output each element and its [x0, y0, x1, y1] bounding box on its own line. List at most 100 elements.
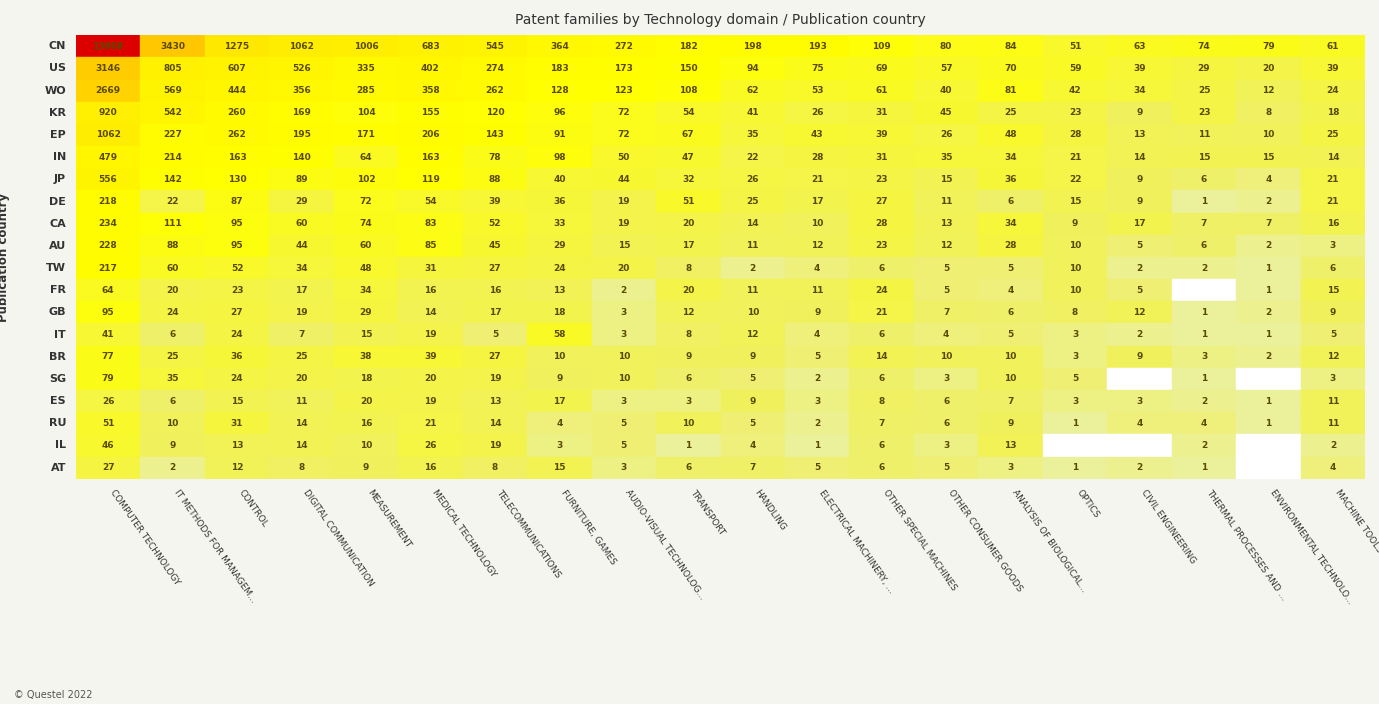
Text: 5: 5 — [943, 286, 949, 295]
Text: 4: 4 — [943, 330, 949, 339]
Text: 20: 20 — [1262, 64, 1274, 73]
Text: 52: 52 — [488, 219, 501, 228]
Bar — [1107, 35, 1172, 57]
Bar — [849, 367, 914, 390]
Bar — [1300, 57, 1365, 80]
Text: 43: 43 — [811, 130, 823, 139]
Bar — [269, 235, 334, 257]
Bar — [914, 346, 979, 367]
Bar — [849, 101, 914, 124]
Text: 1: 1 — [1201, 463, 1207, 472]
Bar — [592, 413, 656, 434]
Bar — [269, 324, 334, 346]
Bar — [1043, 124, 1107, 146]
Bar — [721, 190, 785, 213]
Text: 526: 526 — [292, 64, 310, 73]
Text: 171: 171 — [357, 130, 375, 139]
Text: 29: 29 — [360, 308, 372, 317]
Text: 20: 20 — [618, 263, 630, 272]
Text: 8: 8 — [1266, 108, 1271, 118]
Bar — [269, 257, 334, 279]
Bar — [141, 124, 204, 146]
Text: 81: 81 — [1004, 86, 1016, 95]
Text: 6: 6 — [1008, 308, 1014, 317]
Text: 11: 11 — [295, 396, 308, 406]
Text: 14: 14 — [1134, 153, 1146, 162]
Text: 3: 3 — [1329, 241, 1336, 251]
Bar — [785, 190, 849, 213]
Bar — [656, 213, 721, 235]
Text: 15: 15 — [1262, 153, 1274, 162]
Text: 54: 54 — [425, 197, 437, 206]
Text: 10: 10 — [1069, 286, 1081, 295]
Bar — [399, 346, 463, 367]
Bar — [1237, 235, 1300, 257]
Bar — [1107, 168, 1172, 190]
Bar — [1043, 456, 1107, 479]
Bar — [527, 279, 592, 301]
Text: 15: 15 — [1069, 197, 1081, 206]
Text: 39: 39 — [488, 197, 501, 206]
Bar — [1237, 456, 1300, 479]
Text: 41: 41 — [746, 108, 758, 118]
Bar — [1107, 57, 1172, 80]
Bar — [592, 257, 656, 279]
Bar — [1172, 456, 1236, 479]
Bar — [1237, 257, 1300, 279]
Text: 2: 2 — [750, 263, 756, 272]
Text: 4: 4 — [750, 441, 756, 450]
Text: 2: 2 — [170, 463, 175, 472]
Text: 9: 9 — [1136, 197, 1143, 206]
Bar — [721, 213, 785, 235]
Bar — [1107, 257, 1172, 279]
Text: 11: 11 — [746, 241, 758, 251]
Text: 21: 21 — [1327, 175, 1339, 184]
Text: 2: 2 — [1266, 241, 1271, 251]
Text: 182: 182 — [678, 42, 698, 51]
Text: 60: 60 — [360, 241, 372, 251]
Text: 10: 10 — [360, 441, 372, 450]
Text: 444: 444 — [228, 86, 247, 95]
Text: 9: 9 — [1136, 108, 1143, 118]
Bar — [1237, 124, 1300, 146]
Bar — [1300, 413, 1365, 434]
Text: 16: 16 — [425, 463, 437, 472]
Bar — [979, 434, 1043, 456]
Text: 69: 69 — [876, 64, 888, 73]
Bar — [1043, 301, 1107, 323]
Text: 16: 16 — [488, 286, 501, 295]
Text: 72: 72 — [618, 108, 630, 118]
Text: 36: 36 — [1004, 175, 1016, 184]
Text: 11: 11 — [940, 197, 953, 206]
Bar — [849, 324, 914, 346]
Text: 9: 9 — [1071, 219, 1078, 228]
Text: 21: 21 — [425, 419, 437, 428]
Text: 19: 19 — [488, 375, 501, 384]
Bar — [721, 80, 785, 102]
Text: 7: 7 — [1266, 219, 1271, 228]
Bar — [785, 324, 849, 346]
Bar — [979, 301, 1043, 323]
Bar — [463, 168, 527, 190]
Text: 17: 17 — [295, 286, 308, 295]
Text: 16: 16 — [1327, 219, 1339, 228]
Bar — [527, 367, 592, 390]
Bar — [979, 346, 1043, 367]
Text: 51: 51 — [1069, 42, 1081, 51]
Text: 2: 2 — [1329, 441, 1336, 450]
Text: 54: 54 — [683, 108, 695, 118]
Text: 95: 95 — [102, 308, 114, 317]
Text: 262: 262 — [228, 130, 247, 139]
Bar — [1300, 213, 1365, 235]
Text: 6: 6 — [943, 396, 949, 406]
Bar — [1237, 413, 1300, 434]
Bar — [1043, 324, 1107, 346]
Bar — [979, 390, 1043, 413]
Text: 2: 2 — [1136, 330, 1143, 339]
Bar — [1172, 390, 1236, 413]
Bar — [527, 124, 592, 146]
Text: 36: 36 — [553, 197, 565, 206]
Bar — [849, 257, 914, 279]
Text: 14: 14 — [1327, 153, 1339, 162]
Text: 47: 47 — [683, 153, 695, 162]
